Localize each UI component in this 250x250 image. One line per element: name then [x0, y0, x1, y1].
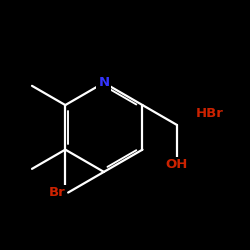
Text: HBr: HBr	[195, 107, 223, 120]
Text: Br: Br	[49, 186, 66, 199]
Text: OH: OH	[166, 158, 188, 171]
Text: N: N	[98, 76, 110, 89]
